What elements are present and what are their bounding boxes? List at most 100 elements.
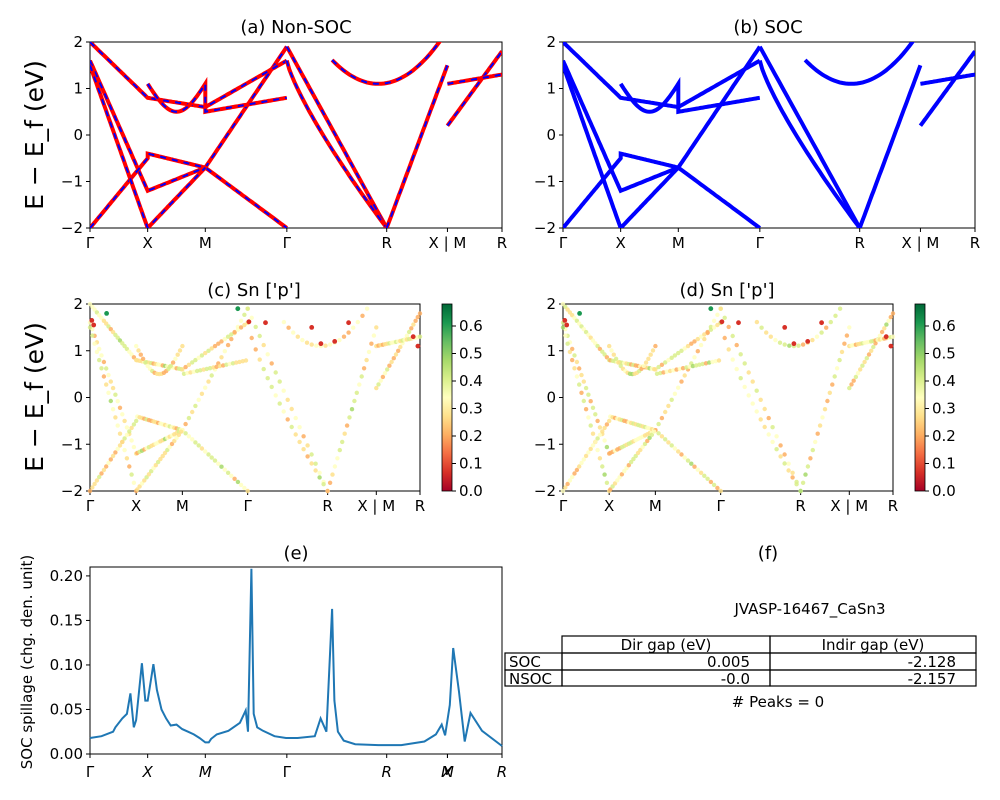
panel-e-xtick-label: X	[441, 763, 453, 781]
panel-d-proj-point	[672, 446, 678, 451]
panel-d-xtick-label: Γ	[716, 497, 725, 515]
panel-d-proj-point	[837, 306, 843, 311]
panel-d-proj-point	[825, 398, 830, 404]
panel-d-proj-point	[722, 335, 727, 341]
panel-b-band-line	[563, 42, 761, 110]
panel-d-proj-point	[774, 434, 779, 439]
panel-d-proj-point	[663, 360, 668, 365]
panel-d-proj-point	[819, 330, 824, 335]
panel-c-proj-point	[242, 485, 247, 491]
panel-c-proj-point	[91, 322, 97, 328]
panel-d-proj-point	[679, 452, 684, 457]
panel-c-proj-point	[269, 361, 274, 366]
panel-d-proj-point	[851, 378, 856, 383]
panel-c-proj-point	[309, 342, 314, 347]
panel-a-band-line-overlay	[90, 42, 288, 109]
panel-d-proj-point	[862, 359, 867, 365]
panel-d-proj-point	[631, 456, 636, 462]
panel-c-proj-point	[352, 398, 357, 404]
panel-c-ytick-label: −2	[61, 482, 83, 500]
panel-d-proj-point	[633, 453, 638, 459]
panel-c-proj-point	[242, 312, 247, 317]
panel-b-band-line	[619, 76, 761, 115]
panel-d-proj-point	[669, 355, 674, 360]
panel-d-proj-point	[586, 415, 591, 420]
table-cell-value: -0.0	[721, 670, 750, 688]
panel-d-proj-point	[672, 353, 678, 358]
panel-a-axes-frame	[89, 41, 503, 229]
panel-d-proj-point	[715, 322, 720, 328]
panel-d-proj-point	[726, 347, 731, 352]
panel-c-proj-point	[94, 349, 100, 355]
panel-d-cb-tick-label: 0.1	[932, 455, 956, 473]
panel-d-proj-point	[663, 437, 668, 442]
panel-d-proj-point	[791, 341, 797, 347]
panel-b-ytick-label: 0	[546, 126, 556, 144]
panel-c-proj-point	[199, 446, 205, 451]
panel-d-proj-point	[608, 487, 613, 492]
panel-c-proj-point	[327, 480, 333, 485]
panel-d-proj-point	[828, 319, 833, 325]
panel-c-proj-point	[261, 366, 266, 372]
panel-a-band-line	[90, 151, 288, 228]
panel-f-gap-table: Dir gap (eV) Indir gap (eV) SOC 0.005 -2.128…	[504, 635, 977, 688]
panel-d-proj-point	[682, 373, 687, 378]
panel-c-proj-point	[229, 332, 234, 337]
panel-d-xtick-label: M	[649, 497, 662, 515]
panel-d-proj-point	[612, 481, 618, 486]
panel-d-proj-point	[581, 398, 586, 404]
panel-e-ytick-label: 0.20	[50, 567, 83, 585]
panel-c-proj-point	[341, 334, 347, 339]
panel-d-proj-point	[600, 429, 605, 434]
panel-c-proj-point	[257, 357, 262, 362]
panel-d-xtick-label: R	[795, 497, 805, 515]
panel-d-proj-point	[581, 379, 586, 384]
panel-d-proj-point	[736, 320, 741, 326]
panel-c-proj-point	[232, 329, 237, 335]
panel-d-proj-point	[641, 363, 646, 369]
panel-c-proj-point	[101, 359, 107, 365]
panel-c-proj-point	[94, 478, 100, 483]
panel-c-proj-point	[300, 337, 305, 343]
panel-c-proj-point	[162, 450, 168, 456]
panel-c-proj-point	[222, 349, 227, 354]
panel-d-proj-point	[572, 366, 577, 371]
table-row-label: NSOC	[509, 670, 552, 688]
panel-b-xtick-label: X	[616, 234, 626, 252]
panel-c-proj-point	[209, 346, 214, 351]
panel-d-proj-point	[659, 434, 665, 439]
panel-c-proj-point	[196, 355, 201, 360]
panel-d-proj-point	[773, 337, 778, 343]
panel-a-xtick-label: X	[143, 234, 153, 252]
panel-c-proj-point	[124, 425, 130, 430]
panel-c-proj-point	[196, 443, 201, 448]
panel-c-proj-point	[193, 440, 198, 445]
panel-c-proj-point	[138, 352, 143, 357]
panel-c-proj-point	[235, 306, 241, 312]
panel-d-proj-point	[722, 315, 727, 320]
panel-d-proj-point	[666, 357, 671, 363]
panel-d-proj-point	[810, 337, 815, 343]
panel-d-xtick-label: X	[604, 497, 614, 515]
panel-c-proj-point	[347, 415, 352, 420]
panel-d-proj-point	[794, 482, 799, 487]
panel-d-proj-point	[563, 485, 568, 490]
panel-c-proj-point	[404, 333, 410, 338]
panel-d-proj-point	[883, 334, 889, 340]
panel-c-proj-point	[155, 459, 161, 465]
panel-c-proj-point	[277, 401, 282, 406]
panel-d-proj-point	[590, 443, 596, 448]
panel-c-proj-point	[313, 461, 318, 466]
panel-d-proj-point	[710, 359, 715, 365]
panel-c-proj-point	[222, 467, 227, 472]
panel-c-proj-point	[106, 460, 111, 466]
panel-d-proj-point	[586, 392, 591, 397]
panel-a-band-line-overlay	[285, 46, 388, 228]
panel-c-proj-point	[249, 315, 254, 320]
panel-b-band-line	[563, 151, 761, 228]
panel-d-proj-point	[726, 324, 731, 330]
panel-c-proj-point	[393, 352, 399, 357]
panel-d-proj-point	[588, 423, 593, 428]
panel-c-proj-point	[225, 334, 231, 339]
panel-b-band-structure-soc: Γ X M Γ R X | M R −2 −1 0 1 2	[534, 33, 980, 252]
